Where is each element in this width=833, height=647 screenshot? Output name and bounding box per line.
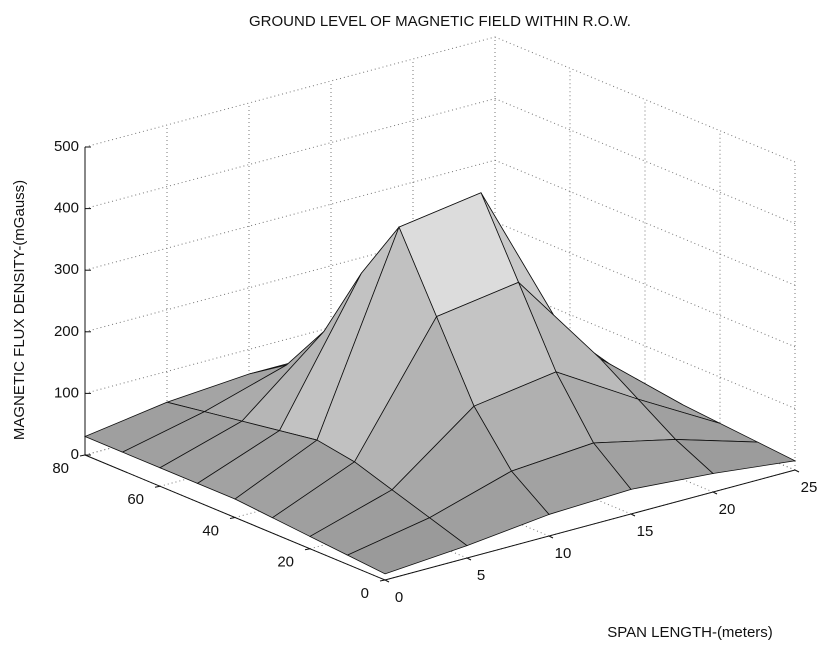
x-tick-label: 20 <box>719 501 736 518</box>
grid-line <box>84 36 496 148</box>
z-tick-label: 200 <box>54 323 79 340</box>
y-tick-label: 40 <box>202 522 219 539</box>
x-tick <box>794 469 800 473</box>
x-tick-label: 25 <box>801 479 818 496</box>
y-tick-label: 60 <box>127 491 144 508</box>
z-tick-label: 0 <box>71 446 79 463</box>
y-axis <box>84 454 386 581</box>
z-axis-label: MAGNETIC FLUX DENSITY-(mGauss) <box>11 180 28 440</box>
y-tick-label: 80 <box>52 460 69 477</box>
x-tick-label: 0 <box>395 589 403 606</box>
z-tick-label: 300 <box>54 261 79 278</box>
x-tick-label: 15 <box>637 523 654 540</box>
x-tick-label: 5 <box>477 567 485 584</box>
y-tick-label: 20 <box>277 554 294 571</box>
x-axis <box>384 469 796 581</box>
chart-title: GROUND LEVEL OF MAGNETIC FIELD WITHIN R.… <box>249 13 631 30</box>
z-tick-label: 100 <box>54 384 79 401</box>
grid-line <box>84 159 496 271</box>
y-tick <box>79 454 86 457</box>
y-tick-label: 0 <box>361 585 369 602</box>
grid-line <box>84 221 496 333</box>
grid-line <box>494 98 796 225</box>
surface-patch <box>346 517 468 575</box>
x-axis-label: SPAN LENGTH-(meters) <box>607 624 773 641</box>
z-tick-label: 400 <box>54 200 79 217</box>
x-tick-label: 10 <box>555 545 572 562</box>
grid-line <box>84 98 496 210</box>
z-tick-label: 500 <box>54 138 79 155</box>
grid-line <box>84 282 496 394</box>
